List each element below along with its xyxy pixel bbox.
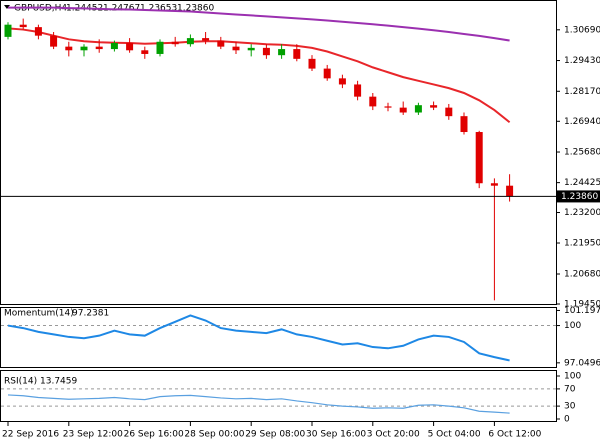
candle-body — [506, 185, 514, 197]
candle-body — [19, 24, 27, 28]
indicator-value: 97.2381 — [72, 309, 109, 319]
candle-body — [232, 46, 240, 51]
y-tick-label: 1.21950 — [564, 239, 600, 249]
x-tick-label: 6 Oct 12:00 — [488, 430, 541, 440]
y-tick-label: 1.26940 — [564, 117, 600, 127]
candle-body — [384, 106, 392, 108]
candle-body — [293, 49, 301, 59]
indicator-value: 13.7459 — [40, 377, 77, 387]
indicator-line — [7, 394, 510, 414]
candle-body — [50, 35, 58, 47]
candle-body — [80, 46, 88, 51]
candle-body — [110, 42, 118, 50]
x-tick-label: 5 Oct 04:00 — [428, 430, 481, 440]
candle-body — [278, 49, 286, 56]
y-tick-label: 30 — [564, 402, 576, 412]
candle-body — [414, 105, 422, 113]
momentum-panel — [0, 307, 557, 368]
rsi-panel — [0, 370, 557, 422]
y-tick-label: 1.28170 — [564, 87, 600, 97]
y-tick-label: 101.1972 — [564, 306, 600, 316]
x-tick-label: 23 Sep 12:00 — [63, 430, 123, 440]
candle-body — [338, 78, 346, 85]
last-price-box — [557, 190, 600, 203]
menu-arrow — [4, 5, 10, 9]
candle-body — [65, 46, 73, 51]
candle-body — [490, 183, 498, 186]
candle-body — [186, 38, 194, 45]
candle-body — [475, 132, 483, 184]
indicator-line — [8, 6, 510, 42]
candle-body — [247, 47, 255, 51]
indicator-title: RSI(14) — [4, 377, 37, 387]
y-tick-label: 1.23200 — [564, 208, 600, 218]
candle-body — [354, 84, 362, 97]
y-tick-label: 1.19450 — [564, 300, 600, 310]
candle-body — [4, 24, 12, 37]
y-tick-label: 70 — [564, 384, 576, 394]
candle-body — [369, 96, 377, 107]
y-tick-label: 100 — [564, 372, 581, 382]
x-tick-label: 29 Sep 08:00 — [245, 430, 305, 440]
candle-body — [34, 27, 42, 36]
x-tick-label: 3 Oct 20:00 — [367, 430, 420, 440]
y-tick-label: 1.24425 — [564, 178, 600, 188]
candle-body — [141, 50, 149, 54]
x-tick-label: 26 Sep 16:00 — [124, 430, 184, 440]
indicator-line — [7, 314, 510, 362]
candle-body — [217, 40, 225, 47]
y-tick-label: 97.0496 — [564, 358, 600, 368]
x-tick-label: 30 Sep 16:00 — [306, 430, 366, 440]
candle-body — [156, 41, 164, 54]
y-tick-label: 100 — [564, 321, 581, 331]
candle-body — [126, 42, 134, 51]
candle-body — [95, 46, 103, 50]
candle-body — [171, 41, 179, 45]
candle-body — [445, 107, 453, 117]
x-tick-label: 22 Sep 2016 — [2, 430, 59, 440]
header-value: 1.23653 — [140, 4, 177, 14]
y-tick-label: 1.20680 — [564, 269, 600, 279]
candle-body — [308, 58, 316, 69]
header-value: 1.23860 — [177, 4, 214, 14]
indicator-line — [7, 27, 511, 124]
candle-body — [399, 107, 407, 113]
candle-body — [323, 68, 331, 79]
candle-body — [460, 116, 468, 133]
candle-body — [430, 105, 438, 108]
y-tick-label: 1.29430 — [564, 56, 600, 66]
y-tick-label: 0 — [564, 415, 570, 425]
y-tick-label: 1.30690 — [564, 25, 600, 35]
y-tick-label: 1.25680 — [564, 148, 600, 158]
candle-body — [262, 47, 270, 56]
indicator-title: Momentum(14) — [4, 309, 74, 319]
candle-body — [202, 38, 210, 41]
x-tick-label: 28 Sep 00:00 — [184, 430, 244, 440]
last-price-label: 1.23860 — [561, 192, 598, 202]
